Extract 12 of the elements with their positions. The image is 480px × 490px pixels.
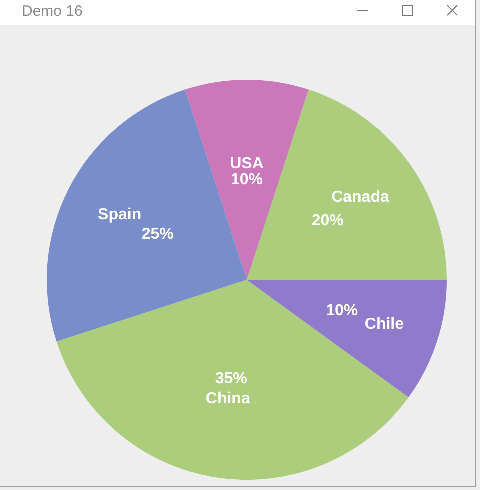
pie-slice (185, 80, 309, 280)
slice-label: Spain (98, 206, 142, 224)
slice-label: USA (230, 156, 264, 172)
data-label: 10% (230, 172, 264, 188)
slice-label: Chile (364, 316, 404, 334)
data-label: 20% (312, 212, 344, 230)
data-label: 25% (142, 226, 174, 244)
data-label: 35% (215, 370, 248, 388)
data-label: 10% (326, 302, 358, 320)
chart-title: Demo 16 (22, 3, 83, 21)
slice-label: Canada (332, 189, 390, 206)
slice-label: China (206, 390, 250, 408)
